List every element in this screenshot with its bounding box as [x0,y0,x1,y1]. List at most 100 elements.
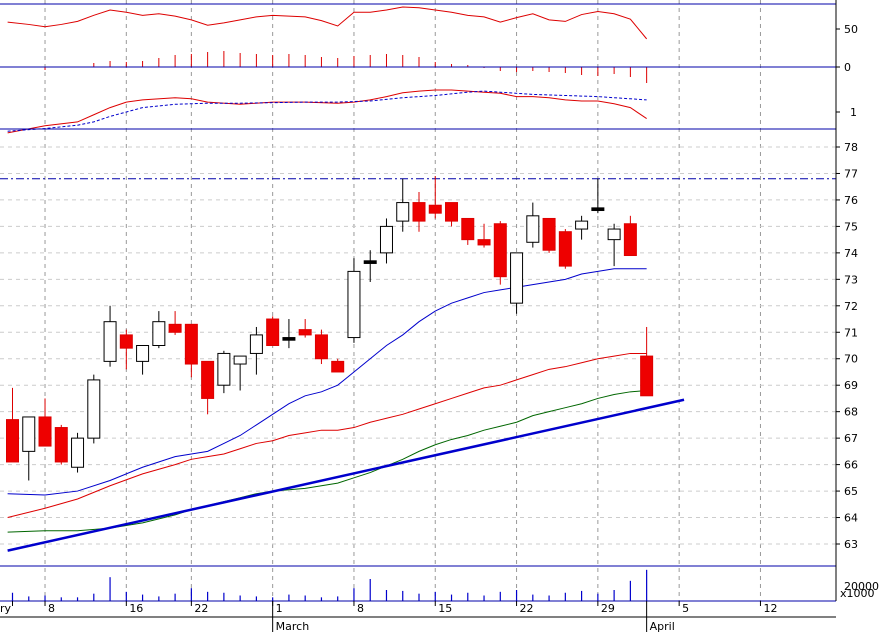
candle-body [71,437,85,468]
x-day-label: 8 [48,602,55,615]
candle [461,217,475,245]
candle [558,229,572,269]
candle-body [217,352,231,386]
candle [526,202,540,248]
price-y-tick-label: 74 [844,247,858,260]
candle-body [493,223,507,278]
indicator-panel [7,89,647,134]
candle [331,358,345,373]
price-y-tick-label: 71 [844,326,858,339]
candle [445,202,459,227]
candle-body [233,355,247,365]
candle [314,329,328,365]
oscillator-y-tick-label: 0 [844,61,851,74]
candle-body [314,334,328,360]
candle [54,424,68,465]
candle [542,217,556,253]
x-day-label: 15 [438,602,452,615]
oscillator-y-tick-label: 50 [844,23,858,36]
price-y-tick-label: 72 [844,300,858,313]
x-day-label: 16 [129,602,143,615]
candle-body [640,355,654,397]
oscillator-panel [7,6,648,83]
candle-body [201,360,215,399]
candle-body [575,220,589,230]
candle [412,191,426,232]
candle-body [6,419,19,463]
candle-body [396,202,410,222]
volume-panel [11,569,648,601]
candle-body [152,321,166,346]
candle [201,360,215,415]
price-y-tick-label: 78 [844,141,858,154]
axes-labels: 0 50 1 63 64 65 66 67 68 69 70 71 72 73 74 75 76 77 78 2000… [0,23,879,632]
candle-body [87,379,101,439]
indicator-line [7,89,647,134]
candle-body [266,318,280,346]
price-y-tick-label: 76 [844,194,858,207]
candle-body [379,225,393,254]
price-y-tick-label: 63 [844,538,858,551]
candle-body [168,323,182,333]
candle-body [591,207,605,212]
candle [347,258,361,343]
price-y-tick-label: 70 [844,353,858,366]
price-y-tick-label: 75 [844,220,858,233]
candle [493,221,507,285]
candle [607,223,621,267]
candle [575,215,589,240]
x-day-label: 8 [357,602,364,615]
indicator-signal-line [7,90,647,132]
price-y-tick-label: 65 [844,485,858,498]
candle-body [38,416,52,447]
price-y-tick-label: 64 [844,512,858,525]
candle [168,311,182,335]
candle [22,416,36,481]
candle-body [363,260,377,264]
x-month-label: April [650,620,675,632]
candle [510,252,524,314]
candle [379,218,393,264]
support-trendline [7,398,685,552]
x-day-label: 22 [520,602,534,615]
candle-body [623,223,637,257]
candle-body [558,231,572,267]
candle [396,178,410,232]
candle-body [445,202,459,222]
candle-body [607,228,621,241]
candle-body [54,427,68,463]
candle-body [510,252,524,304]
panel-frames [0,0,837,618]
candle-body [477,239,491,246]
candle-body [461,217,475,241]
price-y-tick-label: 67 [844,432,858,445]
oscillator-line [7,6,648,40]
candle [249,326,263,375]
price-y-tick-label: 68 [844,406,858,419]
candle [71,432,85,473]
price-y-tick-label: 73 [844,273,858,286]
candle [282,319,296,349]
candle-body [119,334,133,349]
candle-body [428,204,442,214]
candle-body [282,337,296,341]
moving-average-red [7,352,647,519]
moving-average-green [7,389,647,533]
candle [477,223,491,248]
candle [152,311,166,349]
x-day-label: 12 [763,602,777,615]
candle [184,323,198,378]
candle [87,374,101,444]
moving-average-blue [7,268,647,496]
price-y-tick-label: 77 [844,167,858,180]
candle [363,250,377,282]
x-month-label: March [276,620,310,632]
candle [640,326,654,397]
candle [266,316,280,346]
price-y-tick-label: 66 [844,459,858,472]
candle [119,329,133,370]
price-panel [0,176,836,552]
candle-body [103,321,117,362]
candle [6,387,19,463]
